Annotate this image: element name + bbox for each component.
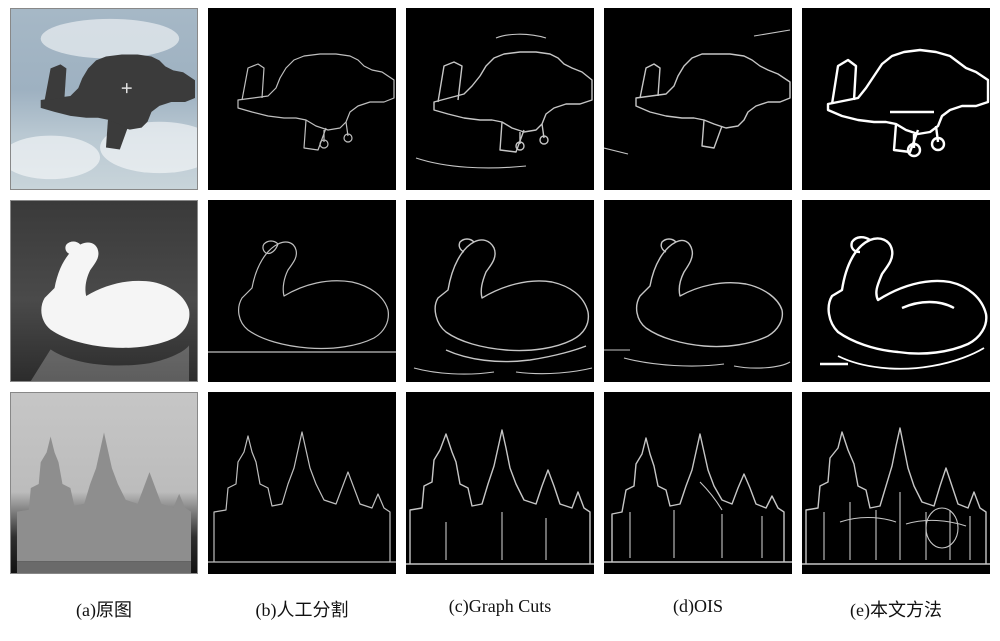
plane-ois-svg <box>604 8 792 190</box>
cell-plane-ois <box>604 8 792 190</box>
castle-gt-svg <box>208 392 396 574</box>
swan-gt-svg <box>208 200 396 382</box>
castle-ois-svg <box>604 392 792 574</box>
cell-plane-orig <box>10 8 198 190</box>
swan-ours-svg <box>802 200 990 382</box>
cell-plane-gt <box>208 8 396 190</box>
caption-c: (c)Graph Cuts <box>406 596 594 622</box>
cell-castle-gt <box>208 392 396 574</box>
plane-ours-svg <box>802 8 990 190</box>
cell-swan-ours <box>802 200 990 382</box>
figure-grid <box>10 8 990 574</box>
caption-b: (b)人工分割 <box>208 596 396 622</box>
plane-photo-svg <box>11 9 197 189</box>
cell-castle-orig <box>10 392 198 574</box>
plane-gt-svg <box>208 8 396 190</box>
cell-castle-ours <box>802 392 990 574</box>
plane-outline <box>238 54 394 150</box>
caption-row: (a)原图 (b)人工分割 (c)Graph Cuts (d)OIS (e)本文… <box>10 596 990 622</box>
figure-page: (a)原图 (b)人工分割 (c)Graph Cuts (d)OIS (e)本文… <box>0 0 1000 641</box>
castle-photo-svg <box>11 393 197 573</box>
plane-gc-svg <box>406 8 594 190</box>
cell-plane-ours <box>802 8 990 190</box>
caption-e: (e)本文方法 <box>802 596 990 622</box>
cell-swan-ois <box>604 200 792 382</box>
cell-castle-ois <box>604 392 792 574</box>
cell-swan-gt <box>208 200 396 382</box>
caption-a: (a)原图 <box>10 596 198 622</box>
cell-swan-orig <box>10 200 198 382</box>
castle-ours-svg <box>802 392 990 574</box>
cell-swan-gc <box>406 200 594 382</box>
cell-plane-gc <box>406 8 594 190</box>
castle-gc-svg <box>406 392 594 574</box>
swan-gc-svg <box>406 200 594 382</box>
swan-ois-svg <box>604 200 792 382</box>
caption-d: (d)OIS <box>604 596 792 622</box>
cell-castle-gc <box>406 392 594 574</box>
swan-photo-svg <box>11 201 197 381</box>
